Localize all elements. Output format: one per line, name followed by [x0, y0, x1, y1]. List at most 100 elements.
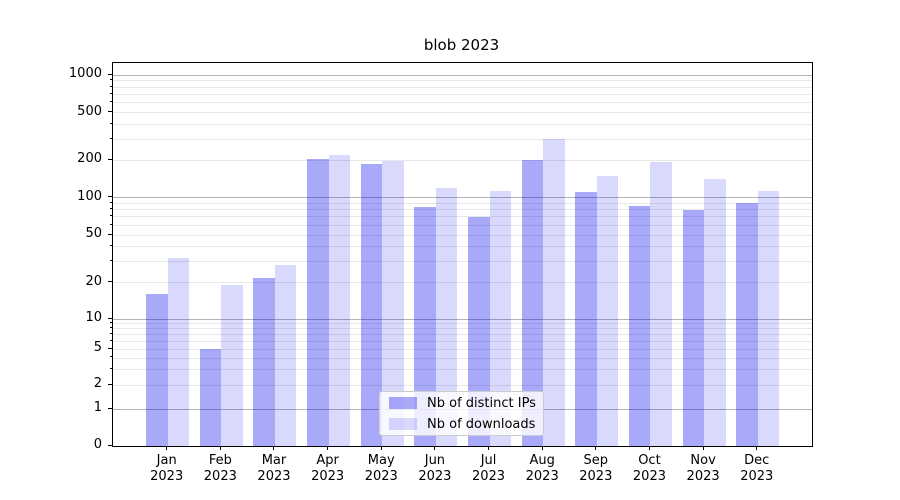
y-tick-label: 20	[85, 273, 102, 289]
x-tick-mark	[541, 446, 543, 450]
x-tick-label-year: 2023	[686, 469, 720, 484]
bar-downloads-apr	[328, 154, 351, 446]
y-minor-tick-mark	[110, 85, 112, 87]
x-tick-label-year: 2023	[740, 469, 774, 484]
plot-area	[112, 62, 813, 447]
gridline-minor	[113, 328, 812, 330]
x-tick-label-year: 2023	[525, 469, 559, 484]
y-tick-label: 1000	[68, 66, 102, 81]
y-tick-label: 0	[93, 437, 102, 452]
y-minor-tick-mark	[110, 79, 112, 81]
x-tick-label: Dec 2023	[727, 453, 787, 485]
x-tick-label-month: Feb	[208, 453, 232, 468]
x-tick-label-month: Nov	[690, 453, 716, 468]
gridline-minor	[113, 86, 812, 88]
bar-downloads-oct	[650, 161, 672, 446]
bar-distinct-ips-jan	[146, 294, 168, 446]
x-tick-label: Sep 2023	[566, 453, 626, 485]
x-tick-label: Jun 2023	[405, 453, 465, 485]
y-minor-tick-mark	[110, 122, 112, 124]
x-tick-mark	[273, 446, 275, 450]
y-tick-label: 5	[93, 340, 102, 356]
gridline-minor	[113, 261, 812, 263]
x-tick-label-month: Apr	[316, 453, 339, 468]
y-minor-tick-mark	[110, 245, 112, 247]
x-tick-label: Feb 2023	[190, 453, 250, 485]
bar-distinct-ips-jul	[468, 216, 490, 446]
y-tick-mark	[108, 281, 112, 283]
x-tick-label-month: Oct	[638, 453, 661, 468]
bar-distinct-ips-mar	[253, 277, 275, 446]
gridline-minor	[113, 202, 812, 204]
bar-distinct-ips-oct	[628, 205, 651, 446]
legend-swatch-distinct-ips	[389, 397, 417, 409]
x-tick-label: Mar 2023	[244, 453, 304, 485]
x-tick-mark	[380, 446, 382, 450]
x-tick-mark	[434, 446, 436, 450]
gridline-minor	[113, 323, 812, 325]
x-tick-mark	[702, 446, 704, 450]
bar-distinct-ips-dec	[736, 202, 758, 446]
y-minor-tick-mark	[110, 333, 112, 335]
bar-downloads-may	[382, 161, 404, 446]
gridline-minor	[113, 123, 812, 125]
y-tick-label: 2	[93, 376, 102, 391]
gridline-minor	[113, 102, 812, 104]
bar-distinct-ips-aug	[521, 159, 544, 446]
legend: Nb of distinct IPs Nb of downloads	[379, 391, 544, 436]
gridline-major	[113, 197, 812, 199]
y-tick-mark	[108, 383, 112, 385]
x-tick-label-month: Jan	[156, 453, 177, 468]
x-tick-label-year: 2023	[579, 469, 613, 484]
bar-distinct-ips-jun	[414, 207, 436, 446]
y-minor-tick-mark	[110, 260, 112, 262]
chart-title: blob 2023	[423, 36, 500, 54]
y-minor-tick-mark	[110, 322, 112, 324]
x-tick-label: Jan 2023	[137, 453, 197, 485]
y-tick-mark	[108, 158, 112, 160]
y-minor-tick-mark	[110, 339, 112, 341]
y-minor-tick-mark	[110, 356, 112, 358]
gridline-minor	[113, 159, 812, 161]
x-tick-label-year: 2023	[364, 469, 398, 484]
bar-distinct-ips-feb	[199, 349, 222, 446]
bar-downloads-nov	[704, 178, 726, 446]
x-tick-label-year: 2023	[471, 469, 506, 484]
y-tick-mark	[108, 407, 112, 409]
y-tick-label: 50	[85, 226, 102, 241]
x-tick-label: Jul 2023	[459, 453, 519, 485]
bar-downloads-sep	[596, 175, 619, 446]
y-minor-tick-mark	[110, 201, 112, 203]
y-tick-mark	[108, 111, 112, 113]
x-tick-label-month: Dec	[744, 453, 770, 468]
legend-item-distinct-ips: Nb of distinct IPs	[380, 393, 543, 414]
y-tick-mark	[108, 73, 112, 75]
y-tick-mark	[108, 317, 112, 319]
legend-swatch-downloads	[389, 418, 417, 430]
legend-label-distinct-ips: Nb of distinct IPs	[427, 395, 536, 411]
x-tick-label-year: 2023	[257, 469, 291, 484]
x-tick-mark	[488, 446, 490, 450]
bar-distinct-ips-nov	[682, 209, 705, 446]
x-tick-label-month: Sep	[583, 453, 609, 468]
gridline-minor	[113, 384, 812, 386]
y-tick-label: 200	[77, 151, 102, 167]
bar-downloads-mar	[274, 265, 297, 446]
gridline-minor	[113, 138, 812, 140]
gridline-minor	[113, 216, 812, 218]
gridline-minor	[113, 282, 812, 284]
x-tick-mark	[595, 446, 597, 450]
x-tick-label-year: 2023	[311, 469, 345, 484]
y-tick-label: 500	[77, 103, 102, 119]
bar-downloads-dec	[757, 190, 780, 446]
bar-distinct-ips-sep	[575, 192, 597, 446]
y-minor-tick-mark	[110, 367, 112, 369]
legend-item-downloads: Nb of downloads	[380, 414, 543, 435]
y-minor-tick-mark	[110, 208, 112, 210]
y-minor-tick-mark	[110, 327, 112, 329]
x-tick-label-year: 2023	[150, 469, 184, 484]
y-tick-label: 1	[93, 400, 102, 416]
x-tick-label-year: 2023	[418, 469, 452, 484]
x-tick-label-month: Aug	[529, 453, 555, 468]
